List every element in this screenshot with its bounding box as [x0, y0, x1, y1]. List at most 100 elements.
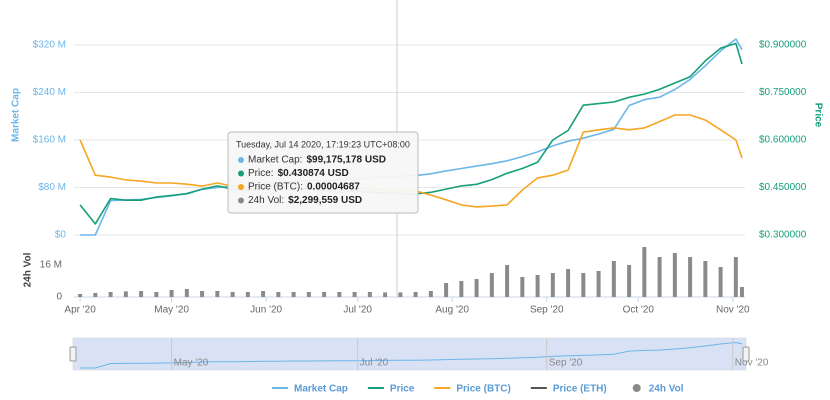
tooltip-items: Market Cap: $99,175,178 USD Price: $0.43087…	[238, 155, 386, 206]
legend-item[interactable]: Price (ETH)	[530, 384, 607, 395]
volume-bar	[520, 277, 525, 297]
y-tick-label: $160 M	[33, 135, 66, 146]
legend-label: Price (ETH)	[553, 384, 607, 395]
volume-bar	[428, 291, 433, 297]
volume-bar	[108, 292, 113, 297]
legend-item[interactable]: Price (BTC)	[434, 384, 511, 395]
volume-bar	[642, 247, 647, 297]
volume-bar	[337, 292, 342, 297]
volume-bar	[566, 269, 571, 297]
volume-bar	[581, 273, 586, 297]
y-tick-label: 16 M	[40, 260, 62, 271]
volume-bar	[413, 292, 418, 297]
volume-bar	[444, 283, 449, 297]
volume-bar	[367, 292, 372, 297]
volume-bar	[474, 279, 479, 297]
x-tick-label: Jun '20	[250, 305, 282, 316]
volume-bar	[93, 293, 98, 297]
tooltip-label: Price:	[248, 168, 274, 179]
volume-bar	[489, 273, 494, 297]
y2-tick-label: $0.300000	[759, 230, 807, 241]
volume-bar	[596, 271, 601, 297]
volume-bar	[245, 292, 250, 297]
volume-bar	[154, 292, 159, 297]
volume-bar	[184, 289, 189, 297]
navigator[interactable]: May '20 Jul '20 Sep '20 Nov '20	[69, 337, 769, 371]
navigator-handle-right[interactable]	[742, 346, 750, 362]
volume-bar	[230, 292, 235, 297]
y-tick-label: $0	[55, 230, 67, 241]
volume-bar	[123, 291, 128, 297]
legend-item[interactable]: Price	[367, 384, 415, 395]
volume-bar	[703, 261, 708, 297]
tooltip-dot	[238, 197, 244, 204]
volume-bar	[383, 292, 388, 297]
volume-bar	[398, 292, 403, 297]
grid-layer: $0 $80 M $160 M $240 M $320 M $0.300000 $0.450…	[33, 40, 807, 316]
volume-bar	[688, 257, 693, 297]
volume-bar	[169, 290, 174, 297]
tooltip-dot	[238, 184, 244, 190]
volume-bar	[505, 265, 510, 297]
navigator-selection[interactable]	[73, 338, 746, 370]
legend-item[interactable]: 24h Vol	[632, 384, 684, 395]
volume-bar	[672, 253, 677, 297]
x-tick-label: May '20	[154, 305, 189, 316]
navigator-line	[80, 341, 743, 369]
volume-bar	[78, 294, 83, 297]
y2-tick-label: $0.450000	[759, 182, 807, 193]
navigator-handle-left[interactable]	[69, 346, 77, 362]
y2-tick-label: $0.750000	[759, 87, 807, 98]
volume-bar	[352, 292, 357, 297]
navigator-layer: May '20 Jul '20 Sep '20 Nov '20	[80, 338, 769, 370]
volume-bar	[611, 261, 616, 297]
volume-axis-title: 24h Vol	[23, 252, 34, 287]
x-tick-label: Apr '20	[64, 305, 96, 316]
y-tick-label: 0	[56, 292, 62, 303]
y-tick-label: $80 M	[38, 182, 66, 193]
volume-bar	[261, 291, 266, 297]
legend-label: Price	[390, 384, 415, 395]
y2-tick-label: $0.600000	[759, 135, 807, 146]
volume-bar	[276, 292, 281, 297]
y-tick-label: $240 M	[33, 87, 66, 98]
volume-bar	[306, 292, 311, 297]
y2-axis-title: Price	[812, 103, 823, 128]
volume-bar	[139, 291, 144, 297]
volume-bar	[733, 257, 738, 297]
navigator-tick-label: May '20	[174, 358, 209, 369]
tooltip-dot	[238, 157, 244, 163]
navigator-tick-label: Sep '20	[549, 358, 583, 369]
y-axis-title: Market Cap	[11, 88, 22, 142]
navigator-tick-label: Jul '20	[360, 358, 389, 369]
x-tick-label: Sep '20	[530, 305, 564, 316]
tooltip-label: 24h Vol:	[248, 195, 284, 206]
tooltip-dot	[238, 170, 244, 177]
tooltip-box	[227, 131, 419, 214]
tooltip-value: $99,175,178 USD	[306, 155, 386, 166]
volume-bar	[550, 273, 555, 297]
volume-bar	[459, 281, 464, 297]
volume-bar	[291, 292, 296, 297]
volume-bar	[627, 265, 632, 297]
legend-label: Price (BTC)	[456, 384, 510, 395]
tooltip-title: Tuesday, Jul 14 2020, 17:19:23 UTC+08:00	[236, 139, 410, 149]
tooltip-value: 0.00004687	[307, 182, 360, 193]
tooltip-value: $0.430874 USD	[278, 168, 349, 179]
y2-tick-label: $0.900000	[759, 40, 807, 51]
legend-label: Market Cap	[294, 384, 348, 395]
volume-bar	[322, 292, 327, 297]
legend: Market Cap Price Price (BTC) Price (ETH) 24h…	[272, 384, 684, 395]
x-tick-label: Jul '20	[343, 305, 372, 316]
tooltip: Tuesday, Jul 14 2020, 17:19:23 UTC+08:00…	[227, 131, 419, 214]
legend-item[interactable]: Market Cap	[272, 384, 348, 395]
x-tick-label: Nov '20	[716, 305, 750, 316]
volume-bar	[200, 291, 205, 297]
volume-bar	[535, 275, 540, 297]
legend-label: 24h Vol	[649, 384, 684, 395]
volume-bar	[215, 291, 220, 297]
x-tick-label: Aug '20	[435, 305, 469, 316]
tooltip-value: $2,299,559 USD	[288, 195, 362, 206]
volume-bar	[657, 257, 662, 297]
